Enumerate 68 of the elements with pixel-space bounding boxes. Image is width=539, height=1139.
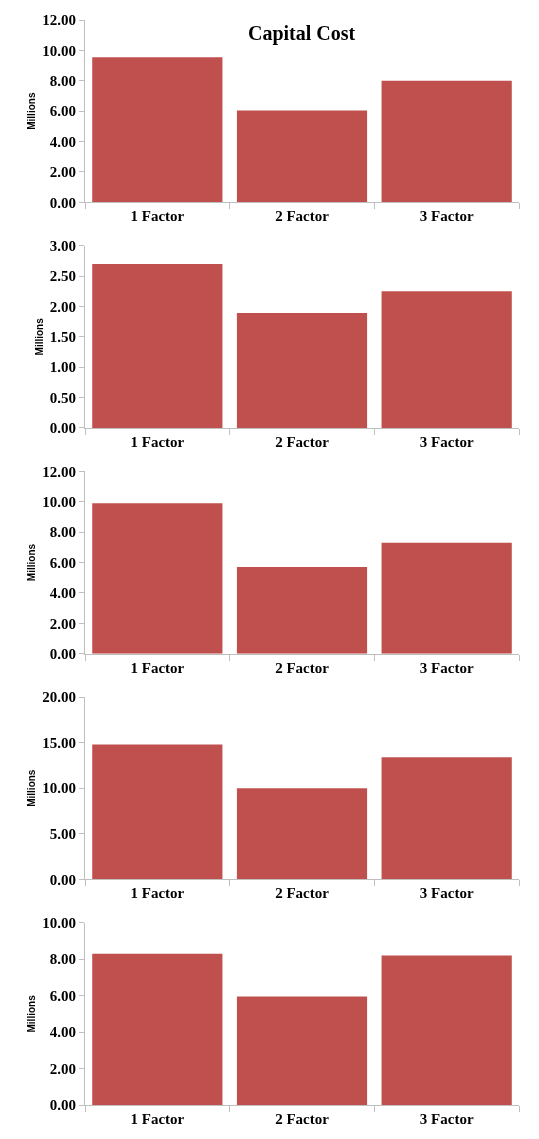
y-tick-label: 8.00 (49, 951, 76, 968)
bar (381, 757, 512, 880)
x-tick-label: 1 Factor (130, 885, 185, 902)
bar (92, 744, 223, 880)
y-tick-label: 3.00 (49, 237, 76, 254)
bar (381, 80, 512, 203)
y-tick-label: 10.00 (42, 42, 76, 59)
chart-title: Capital Cost (248, 22, 356, 45)
y-tick-label: 6.00 (49, 103, 76, 120)
x-tick-label: 2 Factor (275, 1111, 330, 1127)
bar (236, 788, 368, 880)
y-tick-label: 8.00 (49, 73, 76, 90)
bar (381, 291, 512, 428)
bar (92, 57, 223, 203)
y-tick-label: 4.00 (49, 585, 76, 602)
bar (92, 503, 223, 654)
y-tick-label: 6.00 (49, 987, 76, 1004)
x-tick-label: 3 Factor (419, 885, 474, 902)
x-tick-label: 1 Factor (130, 433, 185, 450)
y-tick-label: 1.50 (49, 329, 76, 346)
y-tick-label: 20.00 (42, 689, 76, 706)
y-tick-label: 2.00 (49, 164, 76, 181)
x-tick-label: 1 Factor (130, 659, 185, 676)
y-tick-label: 12.00 (42, 463, 76, 480)
y-tick-label: 10.00 (42, 493, 76, 510)
y-axis-title: Millions (26, 994, 38, 1033)
y-tick-label: 4.00 (49, 133, 76, 150)
x-tick-label: 2 Factor (275, 208, 330, 225)
bar (92, 263, 223, 428)
y-tick-label: 2.00 (49, 1060, 76, 1077)
x-tick-label: 3 Factor (419, 1111, 474, 1127)
y-tick-label: 8.00 (49, 524, 76, 541)
y-tick-label: 0.00 (49, 420, 76, 437)
y-tick-label: 10.00 (42, 914, 76, 931)
x-tick-label: 2 Factor (275, 659, 330, 676)
y-tick-label: 0.00 (49, 871, 76, 888)
y-tick-label: 12.00 (42, 12, 76, 29)
y-tick-label: 15.00 (42, 734, 76, 751)
bar (381, 955, 512, 1105)
y-tick-label: 2.00 (49, 298, 76, 315)
y-tick-label: 0.00 (49, 645, 76, 662)
bar (236, 313, 368, 428)
y-tick-label: 0.00 (49, 1097, 76, 1114)
bar (381, 542, 512, 654)
y-tick-label: 4.00 (49, 1024, 76, 1041)
y-tick-label: 2.00 (49, 615, 76, 632)
y-axis-title: Millions (26, 769, 38, 807)
x-tick-label: 3 Factor (419, 659, 474, 676)
y-tick-label: 6.00 (49, 554, 76, 571)
bar (236, 110, 368, 203)
y-tick-label: 1.00 (49, 359, 76, 376)
y-tick-label: 10.00 (42, 780, 76, 797)
y-axis-title: Millions (26, 92, 38, 130)
y-tick-label: 5.00 (49, 826, 76, 842)
y-axis-title: Millions (33, 317, 45, 356)
x-tick-label: 2 Factor (275, 433, 330, 450)
y-tick-label: 0.00 (49, 194, 76, 211)
y-tick-label: 2.50 (49, 268, 76, 285)
x-tick-label: 1 Factor (130, 208, 185, 225)
x-tick-label: 1 Factor (130, 1111, 185, 1127)
x-tick-label: 2 Factor (275, 885, 330, 902)
bar (236, 567, 368, 654)
bar (92, 953, 223, 1105)
y-axis-title: Millions (26, 543, 38, 582)
x-tick-label: 3 Factor (419, 208, 474, 225)
bar (236, 996, 368, 1105)
y-tick-label: 0.50 (49, 389, 76, 406)
x-tick-label: 3 Factor (419, 433, 474, 450)
